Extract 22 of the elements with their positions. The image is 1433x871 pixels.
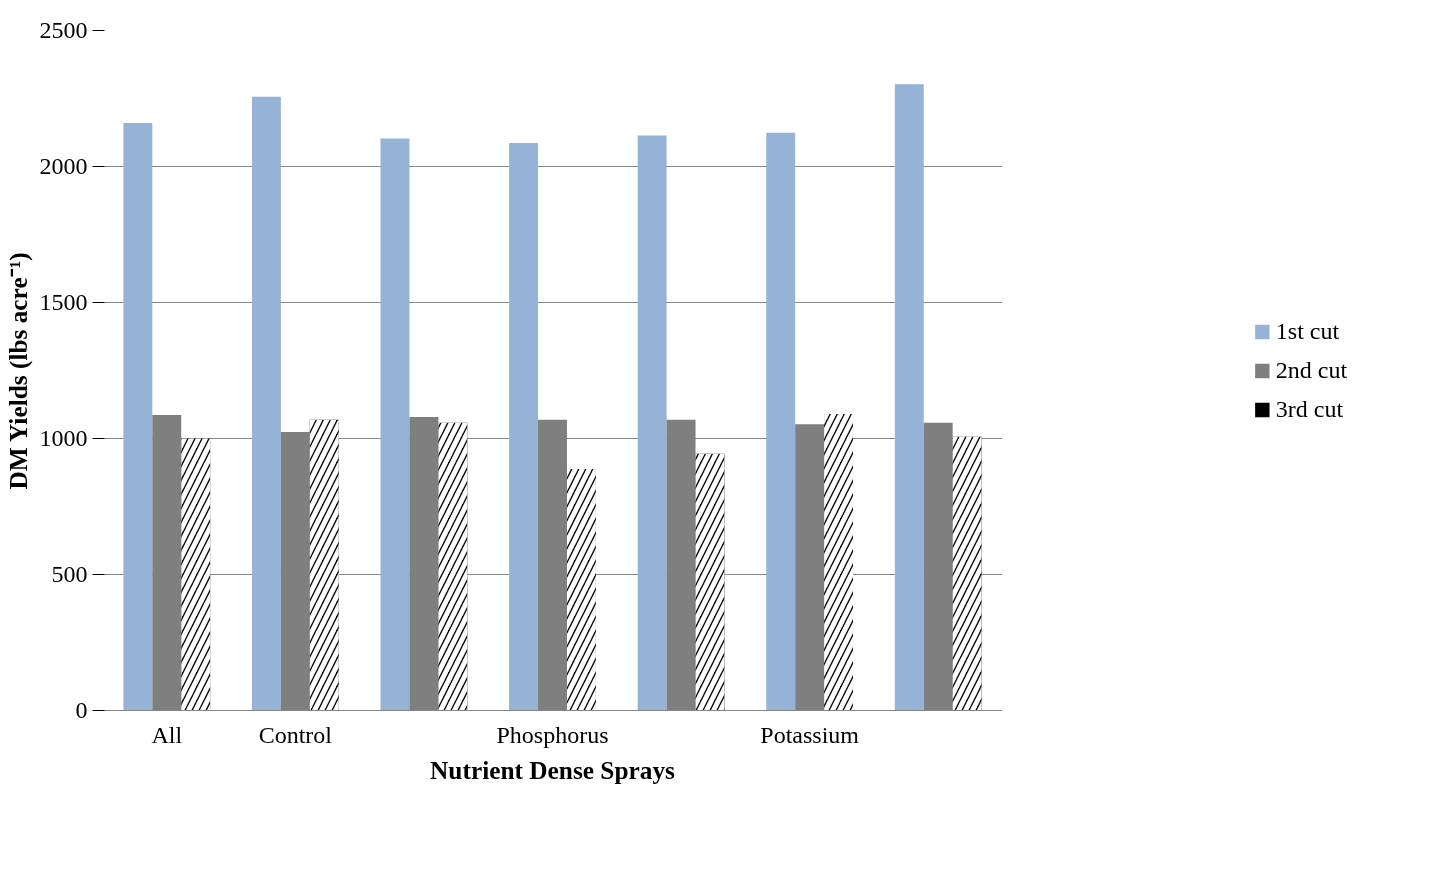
y-tick-label: 1000 — [39, 425, 88, 451]
x-tick-label: Phosphorus — [496, 721, 609, 748]
y-axis-title: DM Yields (lbs acre⁻¹) — [3, 252, 33, 490]
y-tick-label: 0 — [75, 697, 88, 723]
bar — [251, 96, 281, 711]
bar — [380, 138, 410, 711]
bar — [766, 132, 796, 711]
x-tick-label: Control — [258, 721, 333, 748]
x-axis-title: Nutrient Dense Sprays — [430, 755, 676, 784]
y-tick-label: 2000 — [39, 153, 88, 179]
y-tick-label: 2500 — [39, 17, 88, 43]
bar — [894, 84, 924, 711]
legend-label: 3rd cut — [1275, 395, 1344, 423]
x-tick-label: Potassium — [760, 721, 860, 748]
bar — [637, 135, 667, 711]
bar — [509, 143, 539, 711]
y-tick-label: 500 — [51, 561, 88, 587]
y-tick-label: 1500 — [39, 289, 88, 315]
legend-label: 1st cut — [1275, 317, 1340, 345]
bar — [123, 122, 153, 711]
x-tick-label: All — [151, 721, 183, 748]
legend-label: 2nd cut — [1275, 356, 1348, 384]
